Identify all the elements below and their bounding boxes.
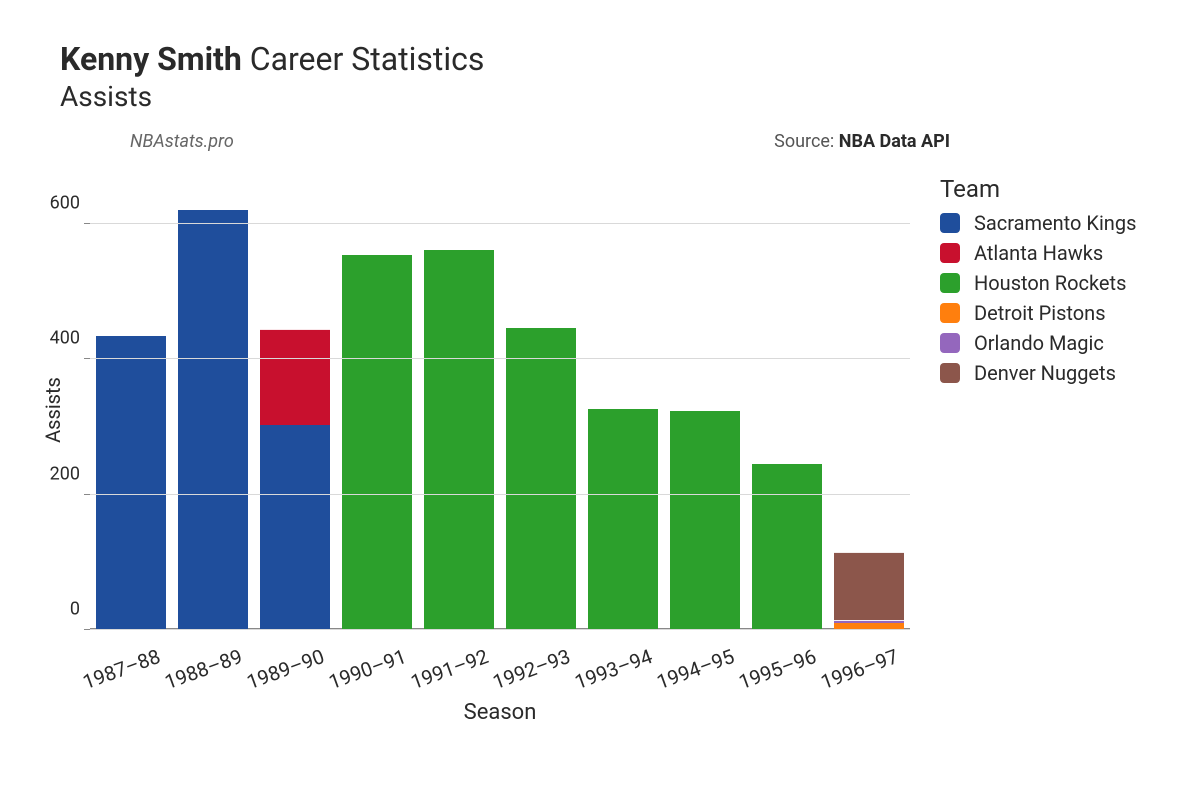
legend-item[interactable]: Atlanta Hawks xyxy=(940,241,1136,265)
bar-segment[interactable] xyxy=(260,425,331,630)
player-name: Kenny Smith xyxy=(60,40,242,78)
y-tick-label: 400 xyxy=(50,328,90,349)
bar-segment[interactable] xyxy=(588,409,659,630)
bar-stack[interactable] xyxy=(96,336,167,630)
gridline xyxy=(90,358,910,359)
bar-stack[interactable] xyxy=(506,328,577,630)
y-tick-mark xyxy=(84,223,90,224)
legend-swatch xyxy=(940,333,960,353)
x-tick-label: 1992–93 xyxy=(489,644,573,694)
bar-slot: 1988–89 xyxy=(172,190,254,630)
source-name: NBA Data API xyxy=(839,131,950,152)
stat-name: Assists xyxy=(60,80,1160,113)
gridline xyxy=(90,629,910,630)
legend-swatch xyxy=(940,273,960,293)
legend-item[interactable]: Sacramento Kings xyxy=(940,211,1136,235)
bar-slot: 1993–94 xyxy=(582,190,664,630)
bar-stack[interactable] xyxy=(260,329,331,630)
gridline xyxy=(90,223,910,224)
x-tick-label: 1988–89 xyxy=(161,644,245,694)
legend-swatch xyxy=(940,303,960,323)
bar-segment[interactable] xyxy=(178,210,249,630)
site-credit: NBAstats.pro xyxy=(130,131,234,152)
bar-slot: 1994–95 xyxy=(664,190,746,630)
legend-label: Orlando Magic xyxy=(974,331,1104,355)
y-tick-mark xyxy=(84,494,90,495)
legend-swatch xyxy=(940,243,960,263)
legend-label: Detroit Pistons xyxy=(974,301,1106,325)
bar-segment[interactable] xyxy=(424,250,495,630)
legend: Team Sacramento Kings Atlanta Hawks Housto… xyxy=(940,175,1136,391)
y-tick-mark xyxy=(84,358,90,359)
chart-title: Kenny Smith Career Statistics xyxy=(60,40,1160,78)
bars-container: 1987–881988–891989–901990–911991–921992–… xyxy=(90,190,910,630)
x-tick-label: 1993–94 xyxy=(571,644,655,694)
bar-slot: 1987–88 xyxy=(90,190,172,630)
bar-segment[interactable] xyxy=(834,552,905,620)
bar-slot: 1990–91 xyxy=(336,190,418,630)
bar-segment[interactable] xyxy=(342,255,413,630)
legend-swatch xyxy=(940,363,960,383)
y-tick-label: 0 xyxy=(70,599,90,620)
legend-label: Denver Nuggets xyxy=(974,361,1116,385)
legend-label: Sacramento Kings xyxy=(974,211,1136,235)
gridline xyxy=(90,494,910,495)
bar-segment[interactable] xyxy=(260,329,331,425)
bar-stack[interactable] xyxy=(670,411,741,630)
x-tick-label: 1996–97 xyxy=(817,644,901,694)
title-suffix: Career Statistics xyxy=(250,40,485,78)
source-credit: Source: NBA Data API xyxy=(774,131,950,152)
legend-label: Atlanta Hawks xyxy=(974,241,1103,265)
y-tick-label: 600 xyxy=(50,192,90,213)
bar-slot: 1989–90 xyxy=(254,190,336,630)
x-tick-label: 1995–96 xyxy=(735,644,819,694)
bar-segment[interactable] xyxy=(752,464,823,630)
bar-stack[interactable] xyxy=(342,255,413,630)
y-tick-label: 200 xyxy=(50,463,90,484)
bar-stack[interactable] xyxy=(178,210,249,630)
x-axis-title: Season xyxy=(464,700,537,725)
bar-segment[interactable] xyxy=(96,336,167,630)
x-tick-label: 1990–91 xyxy=(325,644,409,694)
bar-stack[interactable] xyxy=(424,250,495,630)
x-tick-label: 1991–92 xyxy=(407,644,491,694)
bar-segment[interactable] xyxy=(670,411,741,630)
x-tick-label: 1994–95 xyxy=(653,644,737,694)
legend-title: Team xyxy=(940,175,1136,203)
source-prefix: Source: xyxy=(774,131,834,152)
chart-root: Kenny Smith Career Statistics Assists NB… xyxy=(0,0,1200,800)
legend-item[interactable]: Orlando Magic xyxy=(940,331,1136,355)
bar-slot: 1991–92 xyxy=(418,190,500,630)
y-tick-mark xyxy=(84,629,90,630)
plot-inner: 1987–881988–891989–901990–911991–921992–… xyxy=(90,190,910,630)
title-block: Kenny Smith Career Statistics Assists xyxy=(60,40,1160,113)
attribution-row: NBAstats.pro Source: NBA Data API xyxy=(130,131,950,152)
plot-area: 1987–881988–891989–901990–911991–921992–… xyxy=(90,190,910,630)
legend-swatch xyxy=(940,213,960,233)
x-tick-label: 1987–88 xyxy=(79,644,163,694)
x-tick-label: 1989–90 xyxy=(243,644,327,694)
bar-slot: 1995–96 xyxy=(746,190,828,630)
bar-segment[interactable] xyxy=(506,328,577,630)
y-axis-title: Assists xyxy=(41,377,65,443)
legend-item[interactable]: Denver Nuggets xyxy=(940,361,1136,385)
legend-item[interactable]: Houston Rockets xyxy=(940,271,1136,295)
legend-label: Houston Rockets xyxy=(974,271,1126,295)
bar-stack[interactable] xyxy=(752,464,823,630)
bar-slot: 1992–93 xyxy=(500,190,582,630)
bar-slot: 1996–97 xyxy=(828,190,910,630)
bar-stack[interactable] xyxy=(588,409,659,630)
legend-item[interactable]: Detroit Pistons xyxy=(940,301,1136,325)
bar-stack[interactable] xyxy=(834,552,905,630)
